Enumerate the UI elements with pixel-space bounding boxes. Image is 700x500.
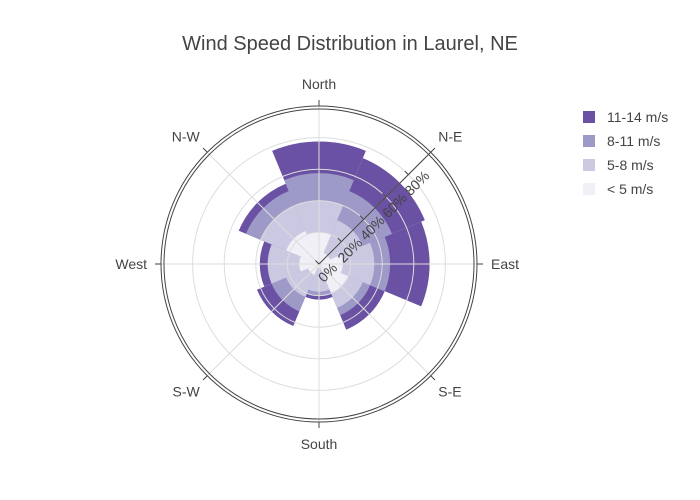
legend-swatch — [583, 135, 595, 147]
direction-tick — [430, 147, 436, 153]
legend-swatch — [583, 111, 595, 123]
direction-label-n-e: N-E — [438, 129, 462, 145]
legend-item-11-14-m-s: 11-14 m/s — [583, 109, 668, 125]
chart-title: Wind Speed Distribution in Laurel, NE — [182, 33, 518, 55]
direction-label-s-e: S-E — [438, 383, 461, 399]
legend-label: < 5 m/s — [607, 181, 653, 197]
radial-tick — [382, 193, 387, 198]
legend-swatch — [583, 159, 595, 171]
radial-tick — [404, 170, 409, 175]
direction-tick — [202, 375, 208, 381]
grid-spoke — [318, 263, 432, 377]
grid-spoke — [206, 151, 320, 265]
direction-tick — [202, 147, 208, 153]
radial-axis-line — [318, 151, 432, 265]
bars-layer — [238, 141, 430, 330]
polar-grid: North N-E East S-E South S-W West N-W — [115, 76, 519, 452]
legend: 11-14 m/s 8-11 m/s 5-8 m/s < 5 m/s — [583, 109, 668, 197]
legend-label: 8-11 m/s — [607, 133, 660, 149]
legend-item-5-m-s: < 5 m/s — [583, 181, 653, 197]
direction-tick — [430, 375, 436, 381]
legend-label: 11-14 m/s — [607, 109, 668, 125]
radial-tick — [315, 260, 320, 265]
direction-label-east: East — [491, 256, 519, 272]
legend-label: 5-8 m/s — [607, 157, 654, 173]
direction-label-north: North — [302, 76, 336, 92]
radial-tick — [337, 237, 342, 243]
legend-item-5-8-m-s: 5-8 m/s — [583, 157, 654, 173]
direction-label-west: West — [115, 256, 147, 272]
outer-ring-inner — [163, 108, 475, 420]
legend-item-8-11-m-s: 8-11 m/s — [583, 133, 660, 149]
direction-label-s-w: S-W — [173, 383, 201, 399]
grid-spoke — [206, 263, 320, 377]
radial-tick — [359, 215, 365, 220]
legend-swatch — [583, 183, 595, 195]
direction-label-n-w: N-W — [172, 129, 201, 145]
direction-label-south: South — [301, 436, 338, 452]
